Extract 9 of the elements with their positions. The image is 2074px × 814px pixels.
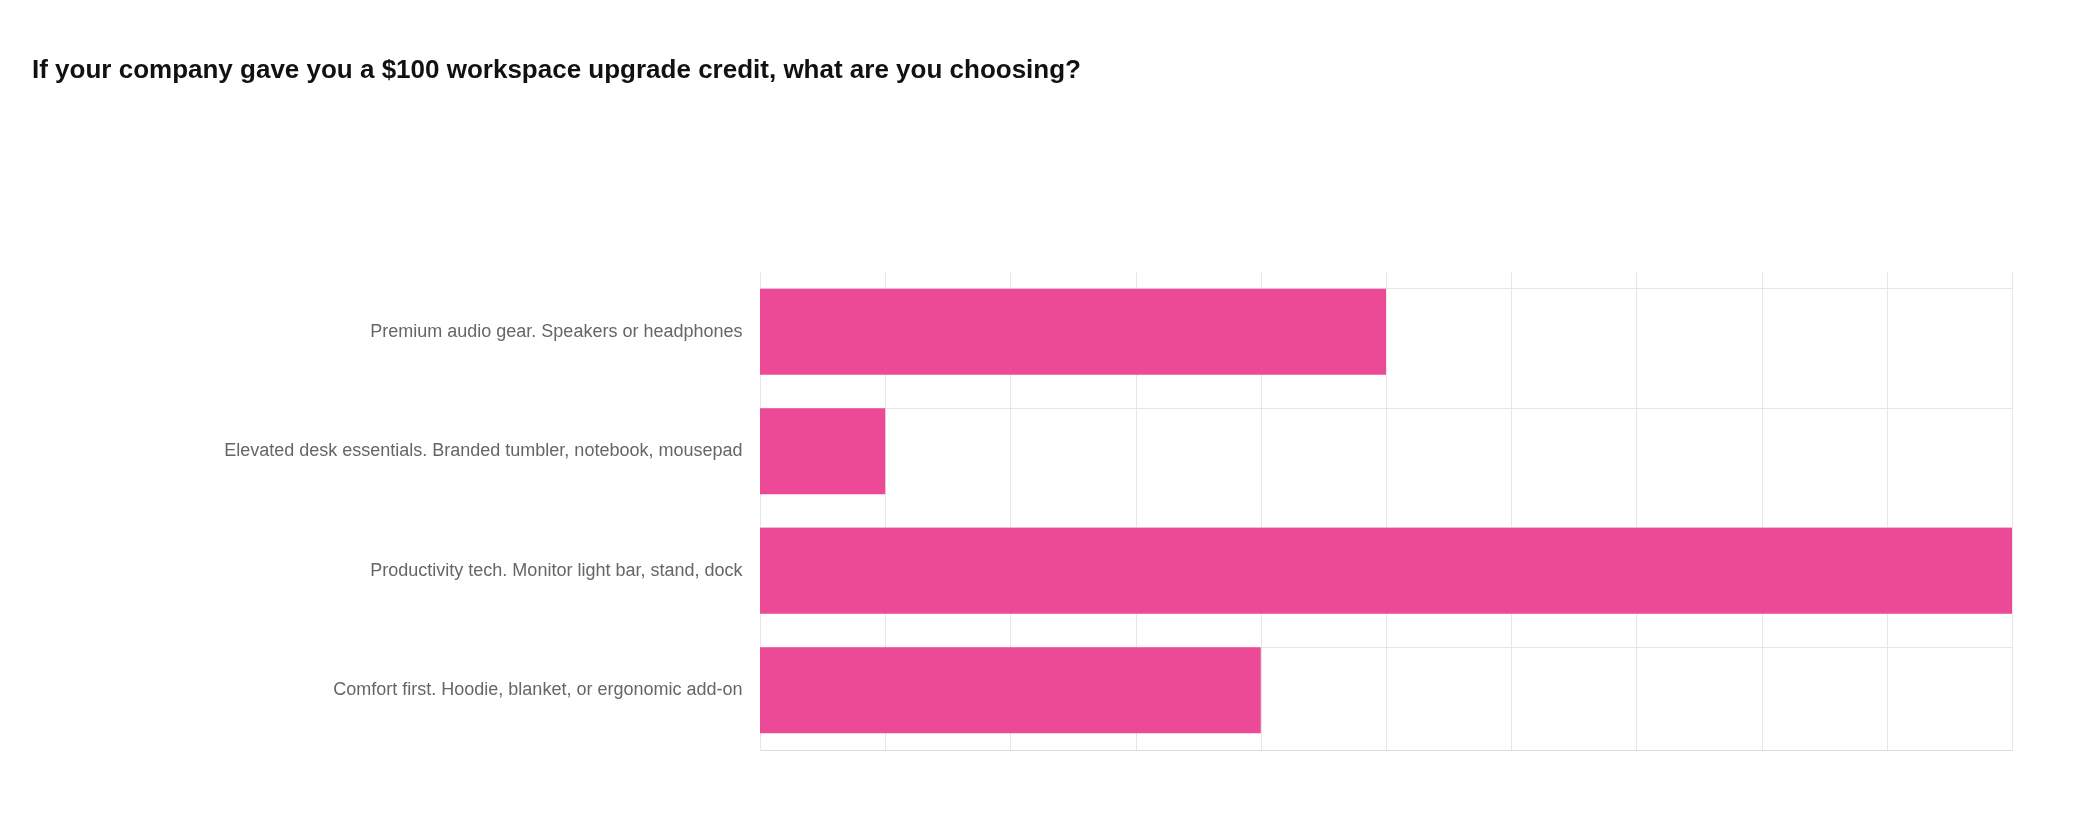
y-tick-label: Premium audio gear. Speakers or headphones: [370, 320, 743, 341]
bar: [760, 647, 1261, 734]
y-tick-label: Productivity tech. Monitor light bar, stand, dock: [370, 559, 744, 580]
bar: [760, 527, 2012, 614]
bar: [760, 288, 1386, 375]
y-tick-label: Comfort first. Hoodie, blanket, or ergonomic add-on: [333, 679, 743, 700]
chart-title: If your company gave you a $100 workspace upgrade credit, what are you choosing?: [32, 54, 1081, 84]
bar: [760, 408, 886, 495]
y-tick-label: Elevated desk essentials. Branded tumbler, notebook, mousepad: [224, 440, 743, 461]
